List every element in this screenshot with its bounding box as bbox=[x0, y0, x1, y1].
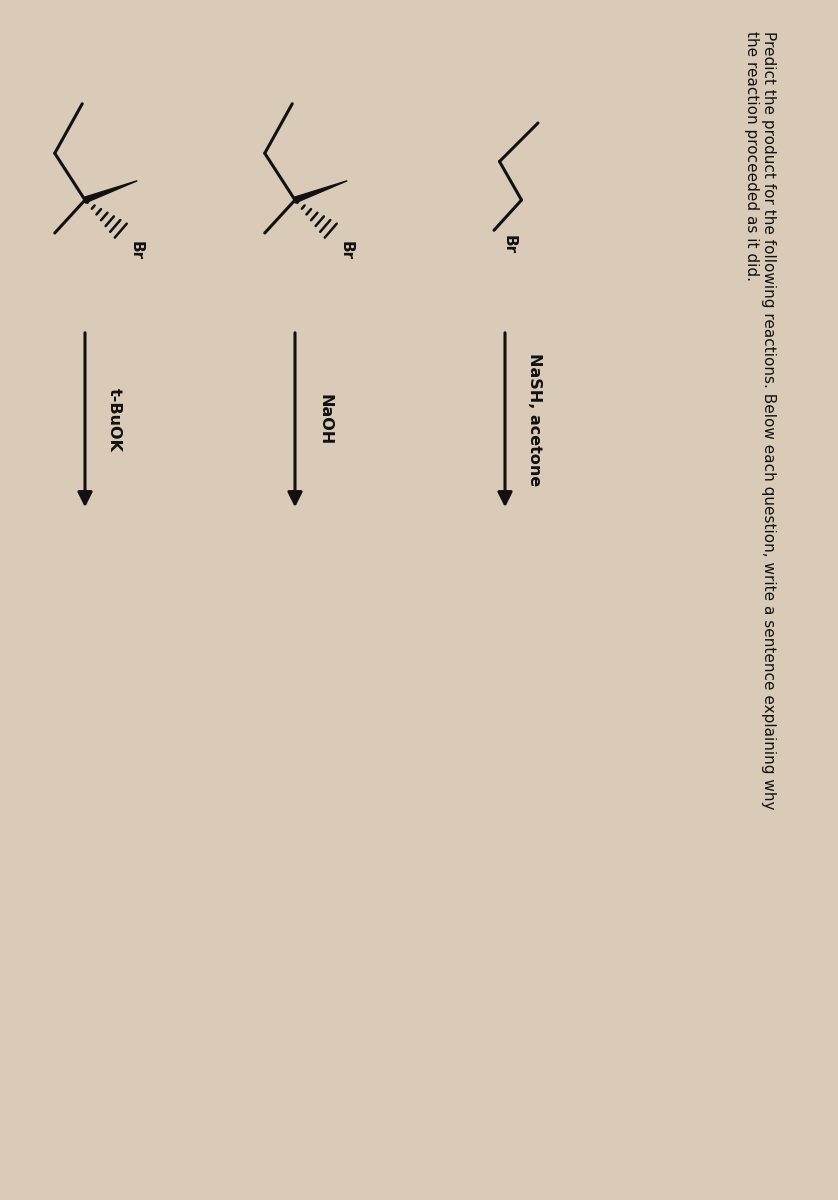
Text: t-BuOK: t-BuOK bbox=[107, 388, 122, 452]
Text: NaSH, acetone: NaSH, acetone bbox=[527, 353, 542, 487]
Text: Br: Br bbox=[502, 235, 517, 254]
Text: Predict the product for the following reactions. Below each question, write a se: Predict the product for the following re… bbox=[744, 31, 776, 809]
Text: Br: Br bbox=[339, 241, 354, 260]
Polygon shape bbox=[85, 181, 137, 203]
Polygon shape bbox=[295, 181, 347, 203]
Text: NaOH: NaOH bbox=[317, 395, 332, 445]
Text: Br: Br bbox=[128, 241, 143, 260]
